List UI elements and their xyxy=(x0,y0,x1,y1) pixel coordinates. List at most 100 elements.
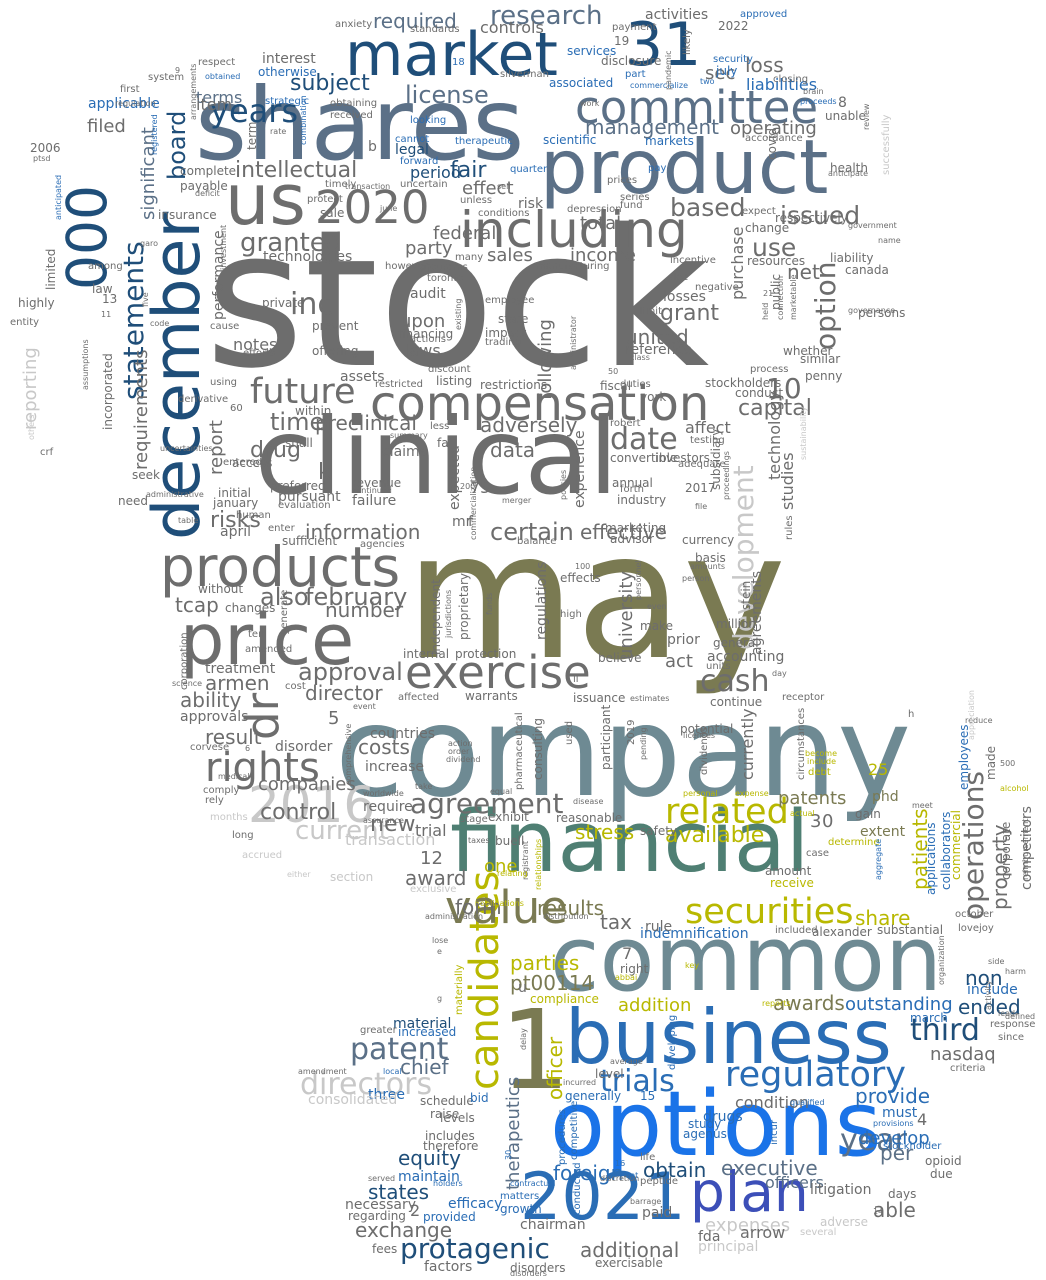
cloud-word: amounts xyxy=(690,562,726,571)
cloud-word: peptide xyxy=(640,1176,679,1187)
cloud-word: programs xyxy=(420,262,468,273)
cloud-word: response xyxy=(990,1019,1036,1030)
cloud-word: raise xyxy=(430,1107,460,1121)
cloud-word: accounting xyxy=(707,649,785,665)
cloud-word: experience xyxy=(572,430,588,508)
cloud-word: public xyxy=(769,273,783,310)
cloud-word: rate xyxy=(270,127,287,136)
cloud-word: depression xyxy=(567,204,622,215)
cloud-word: products xyxy=(160,535,401,599)
cloud-word: deficit xyxy=(195,189,220,198)
cloud-word: security xyxy=(713,54,753,65)
cloud-word: award xyxy=(405,866,467,890)
cloud-word: 9 xyxy=(175,66,181,75)
cloud-word: aggregate xyxy=(874,838,883,880)
cloud-word: investors xyxy=(655,451,710,465)
cloud-word: 13 xyxy=(102,292,118,306)
cloud-word: human xyxy=(236,510,271,521)
cloud-word: fund xyxy=(620,200,643,211)
cloud-word: trading xyxy=(485,337,521,348)
cloud-word: terms xyxy=(196,88,243,107)
cloud-word: including xyxy=(460,201,688,259)
cloud-word: able xyxy=(873,1198,916,1222)
cloud-word: based xyxy=(670,193,746,222)
cloud-word: risks xyxy=(210,508,261,533)
cloud-word: canada xyxy=(845,263,889,277)
cloud-word: party xyxy=(405,238,453,259)
cloud-word: reimbursement xyxy=(1021,818,1030,881)
cloud-word: offering xyxy=(312,344,359,358)
cloud-word: applicable xyxy=(88,96,160,112)
cloud-word: company xyxy=(335,680,912,825)
cloud-word: days xyxy=(888,1187,917,1201)
cloud-word: private xyxy=(262,296,305,310)
cloud-word: financial xyxy=(450,793,810,892)
cloud-word: intellectual xyxy=(235,158,358,183)
cloud-word: protagenic xyxy=(400,1232,550,1265)
cloud-word: listing xyxy=(436,374,473,388)
cloud-word: gain xyxy=(855,807,881,821)
cloud-word: foreign xyxy=(553,1161,624,1185)
cloud-word: maintain xyxy=(398,1169,460,1185)
cloud-word: compensation xyxy=(370,376,710,432)
cloud-word: loss xyxy=(745,53,784,77)
cloud-word: net xyxy=(787,260,820,284)
cloud-word: 2021 xyxy=(520,1160,686,1235)
cloud-word: restricted xyxy=(375,379,423,390)
cloud-word: patents xyxy=(778,788,847,809)
cloud-word: included xyxy=(775,925,818,936)
cloud-word: potential xyxy=(680,722,734,736)
cloud-word: manufacturing xyxy=(536,261,610,272)
cloud-word: 14 xyxy=(873,1207,884,1216)
cloud-word: may xyxy=(405,496,787,699)
cloud-word: current xyxy=(295,816,389,846)
cloud-word: reduce xyxy=(965,716,993,725)
cloud-word: armen xyxy=(205,671,270,695)
cloud-word: adversely xyxy=(480,413,578,437)
cloud-word: business xyxy=(565,993,892,1081)
cloud-word: united xyxy=(625,325,689,349)
cloud-word: sustainability xyxy=(799,406,808,460)
cloud-word: approval xyxy=(298,658,403,686)
cloud-word: marketing xyxy=(605,521,667,535)
cloud-word: life xyxy=(640,1152,656,1163)
cloud-word: pt00114 xyxy=(510,971,595,995)
cloud-word: need xyxy=(118,494,148,508)
cloud-word: system xyxy=(148,72,185,83)
cloud-word: change xyxy=(745,221,790,235)
cloud-word: act xyxy=(665,651,693,672)
cloud-word: science xyxy=(172,679,203,688)
cloud-word: cost xyxy=(285,681,306,692)
cloud-word: key xyxy=(685,961,700,970)
cloud-word: duties xyxy=(620,379,651,390)
cloud-word: litigation xyxy=(810,1182,872,1198)
cloud-word: obtaining xyxy=(330,98,378,109)
cloud-word: basis xyxy=(695,551,726,565)
cloud-word: ptsd xyxy=(33,154,51,163)
cloud-word: using xyxy=(210,377,238,388)
cloud-word: convertible xyxy=(610,451,678,465)
cloud-word: july xyxy=(716,64,738,78)
cloud-word: agencies xyxy=(360,539,405,550)
cloud-word: procedures xyxy=(557,1109,568,1165)
cloud-word: continued xyxy=(352,486,392,495)
cloud-word: additional xyxy=(580,1238,680,1262)
cloud-word: 500 xyxy=(1000,759,1016,768)
cloud-word: upon xyxy=(400,311,446,332)
cloud-word: actions xyxy=(410,334,446,345)
cloud-word: new xyxy=(370,812,416,837)
cloud-word: day xyxy=(772,669,787,678)
cloud-word: available xyxy=(665,823,765,848)
cloud-word: 16 xyxy=(615,1159,626,1168)
cloud-word: conditions xyxy=(478,208,530,219)
cloud-word: increase xyxy=(365,759,425,775)
cloud-word: incur xyxy=(769,1119,780,1145)
cloud-word: substantial xyxy=(877,923,944,937)
cloud-word: affected xyxy=(398,692,440,703)
cloud-word: 10 xyxy=(766,372,802,405)
cloud-word: countries xyxy=(370,726,436,742)
cloud-word: pay xyxy=(648,163,667,174)
cloud-word: balance xyxy=(517,536,557,547)
cloud-word: 25 xyxy=(868,760,889,779)
cloud-word: protect xyxy=(307,194,343,205)
